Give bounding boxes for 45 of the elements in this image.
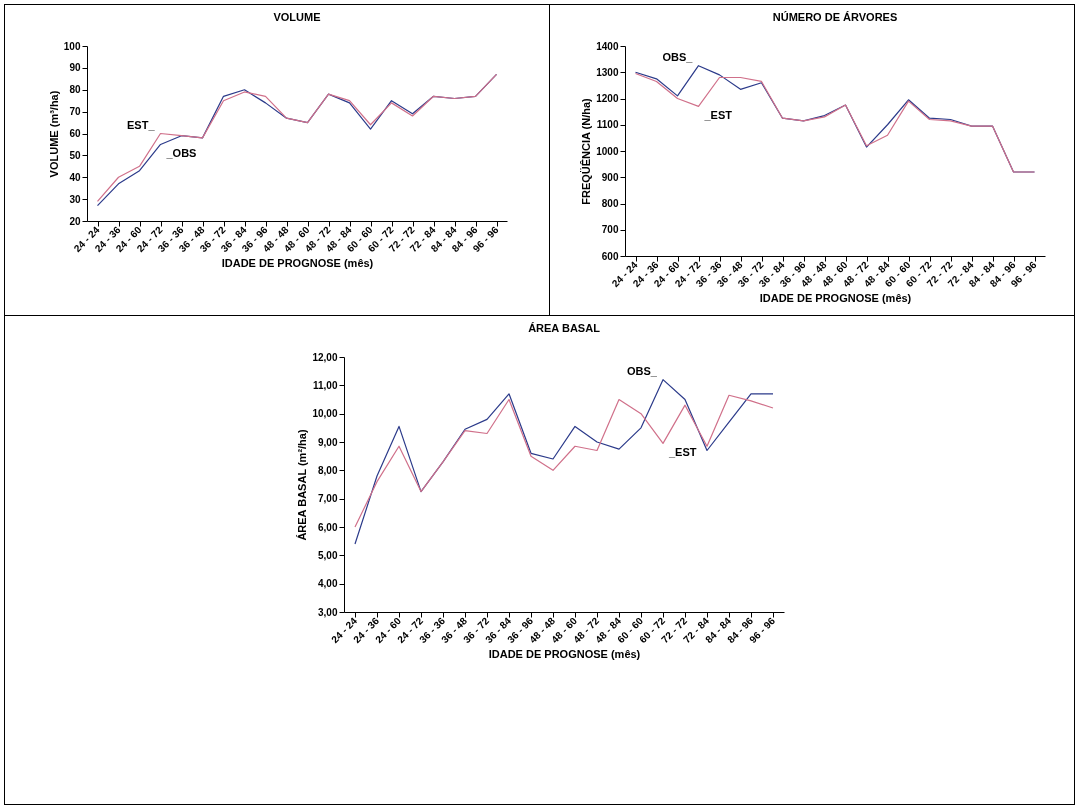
y-tick-label: 100 xyxy=(63,40,81,52)
y-tick-label: 80 xyxy=(68,84,81,96)
y-tick-label: 7,00 xyxy=(317,493,338,505)
y-tick-label: 40 xyxy=(68,171,81,183)
y-tick-label: 800 xyxy=(601,198,619,209)
y-tick-label: 12,00 xyxy=(311,351,338,363)
line-series xyxy=(353,379,774,545)
y-tick-label: 700 xyxy=(601,224,619,236)
chart-title: NÚMERO DE ÁRVORES xyxy=(772,11,897,23)
y-tick-label: 1200 xyxy=(595,93,619,104)
y-tick-label: 50 xyxy=(68,149,81,161)
y-tick-label: 60 xyxy=(68,128,81,139)
x-axis-title: IDADE DE PROGNOSE (mês) xyxy=(759,292,912,305)
series-label: _EST xyxy=(703,109,732,122)
y-tick-label: 10,00 xyxy=(311,408,338,420)
y-tick-label: 9,00 xyxy=(317,436,338,448)
series-label: _OBS xyxy=(165,147,196,160)
y-tick-label: 90 xyxy=(68,62,81,74)
y-tick-label: 1400 xyxy=(595,40,619,52)
y-tick-label: 8,00 xyxy=(317,464,338,476)
line-series xyxy=(353,394,774,528)
y-tick-label: 1300 xyxy=(595,66,619,78)
y-tick-label: 70 xyxy=(68,106,81,118)
series-label: EST_ xyxy=(126,118,155,131)
series-label: _EST xyxy=(667,446,697,459)
y-tick-label: 6,00 xyxy=(317,521,338,533)
y-tick-label: 11,00 xyxy=(312,379,338,391)
y-tick-label: 5,00 xyxy=(317,549,338,561)
y-axis-title: VOLUME (m³/ha) xyxy=(47,90,60,178)
y-tick-label: 900 xyxy=(601,171,619,183)
y-tick-label: 1000 xyxy=(595,145,619,157)
chart-title: VOLUME xyxy=(272,11,321,23)
series-label: OBS_ xyxy=(626,364,658,377)
y-tick-label: 1100 xyxy=(596,119,619,131)
series-label: OBS_ xyxy=(662,50,693,63)
y-tick-label: 4,00 xyxy=(317,578,338,590)
y-axis-title: FREQÜÊNCIA (N/ha) xyxy=(579,97,592,205)
chart-title: ÁREA BASAL xyxy=(527,322,600,334)
y-tick-label: 600 xyxy=(601,250,619,262)
y-axis-title: ÁREA BASAL (m²/ha) xyxy=(295,429,308,541)
x-axis-title: IDADE DE PROGNOSE (mês) xyxy=(488,648,641,661)
y-tick-label: 3,00 xyxy=(317,606,338,618)
y-tick-label: 30 xyxy=(68,193,81,205)
y-tick-label: 20 xyxy=(68,215,81,227)
x-axis-title: IDADE DE PROGNOSE (mês) xyxy=(221,257,374,270)
